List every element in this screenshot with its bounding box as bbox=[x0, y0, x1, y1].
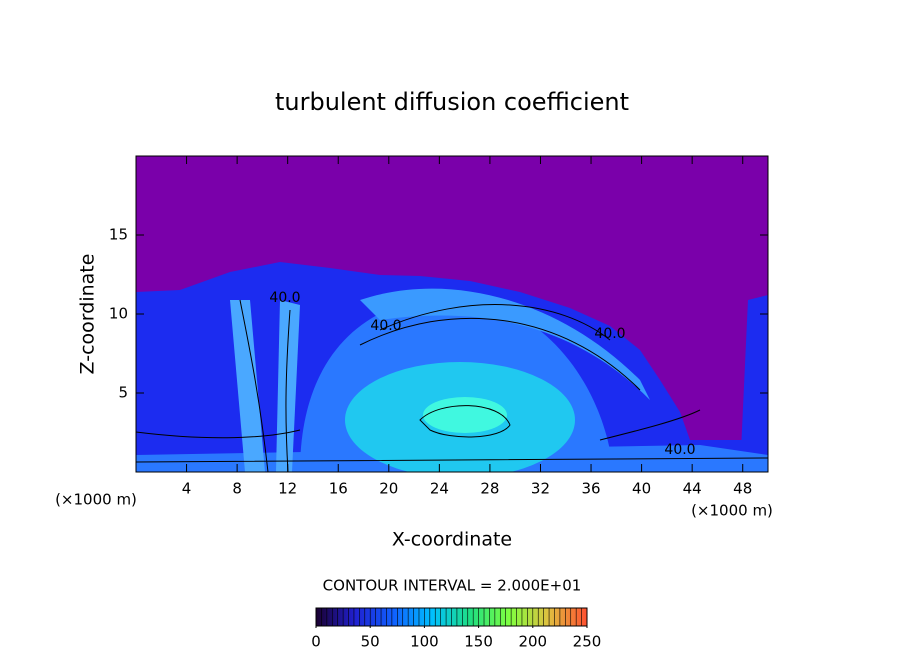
contour-label: 40.0 bbox=[370, 318, 401, 334]
x-unit-left: (×1000 m) bbox=[55, 491, 137, 509]
y-axis-label: Z-coordinate bbox=[77, 254, 99, 375]
x-tick-label: 24 bbox=[430, 480, 449, 498]
x-tick-label: 8 bbox=[232, 480, 242, 498]
colorbar-tick-label: 150 bbox=[464, 633, 493, 651]
field bbox=[136, 156, 768, 472]
x-tick-label: 48 bbox=[733, 480, 752, 498]
contour-label: 40.0 bbox=[269, 290, 300, 306]
x-tick-label: 4 bbox=[182, 480, 192, 498]
contour-label: 40.0 bbox=[594, 326, 625, 342]
colorbar-tick-label: 100 bbox=[410, 633, 439, 651]
x-tick-label: 44 bbox=[683, 480, 702, 498]
colorbar-tick-label: 200 bbox=[518, 633, 547, 651]
contour-interval: CONTOUR INTERVAL = 2.000E+01 bbox=[323, 577, 582, 595]
x-tick-label: 36 bbox=[581, 480, 600, 498]
x-tick-label: 40 bbox=[632, 480, 651, 498]
chart-title: turbulent diffusion coefficient bbox=[275, 88, 629, 116]
x-axis-label: X-coordinate bbox=[392, 529, 512, 551]
x-tick-label: 12 bbox=[278, 480, 297, 498]
colorbar-tick-label: 250 bbox=[573, 633, 602, 651]
x-tick-label: 32 bbox=[531, 480, 550, 498]
contour-label: 40.0 bbox=[664, 442, 695, 458]
colorbar-tick-label: 0 bbox=[311, 633, 321, 651]
y-tick-label: 10 bbox=[109, 305, 128, 323]
x-tick-label: 28 bbox=[480, 480, 499, 498]
y-tick-label: 15 bbox=[109, 226, 128, 244]
colorbar-tick-label: 50 bbox=[361, 633, 380, 651]
y-tick-label: 5 bbox=[118, 384, 128, 402]
x-unit-right: (×1000 m) bbox=[691, 502, 773, 520]
x-tick-label: 20 bbox=[379, 480, 398, 498]
x-tick-label: 16 bbox=[329, 480, 348, 498]
